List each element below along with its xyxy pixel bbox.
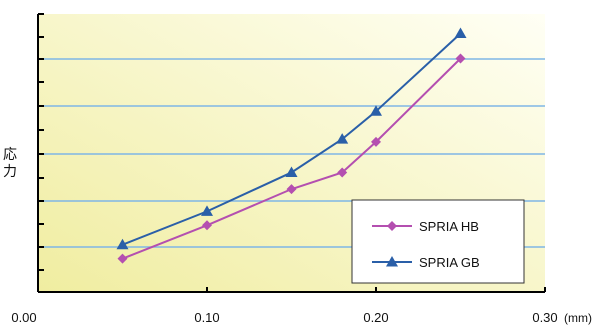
x-unit-label: (mm) — [564, 311, 592, 325]
legend-label: SPRIA HB — [419, 219, 479, 234]
series-line — [122, 32, 462, 246]
data-point — [201, 205, 213, 216]
data-point — [116, 238, 129, 250]
x-tick-label: 0.00 — [11, 310, 36, 325]
series-spria-hb — [117, 53, 466, 264]
y-axis-label-char-1: 応 — [3, 147, 17, 163]
legend-item: SPRIA HB — [372, 219, 479, 234]
data-point — [336, 133, 349, 144]
y-axis-label-char-2: 力 — [3, 164, 17, 180]
data-point — [455, 53, 466, 64]
series-layer — [116, 27, 467, 264]
legend-marker — [386, 256, 398, 267]
data-point — [286, 184, 297, 195]
legend-item: SPRIA GB — [372, 255, 480, 270]
data-point — [117, 253, 128, 264]
x-tick-labels: 0.00 0.10 0.20 0.30 — [11, 310, 557, 325]
data-point — [454, 27, 467, 38]
data-point — [285, 166, 298, 177]
data-point — [202, 220, 212, 231]
x-tick-label: 0.30 — [532, 310, 557, 325]
data-point — [370, 105, 382, 116]
x-tick-label: 0.20 — [363, 310, 388, 325]
legend: SPRIA HB SPRIA GB — [351, 199, 525, 284]
series-spria-gb — [116, 27, 467, 250]
series-line — [122, 57, 462, 260]
x-tick-label: 0.10 — [194, 310, 219, 325]
legend-box — [351, 199, 525, 284]
data-point — [337, 167, 348, 178]
axes — [37, 13, 546, 293]
y-axis-label: 応 力 — [3, 147, 17, 180]
data-point — [371, 136, 381, 147]
legend-marker — [387, 221, 397, 231]
legend-label: SPRIA GB — [419, 255, 480, 270]
